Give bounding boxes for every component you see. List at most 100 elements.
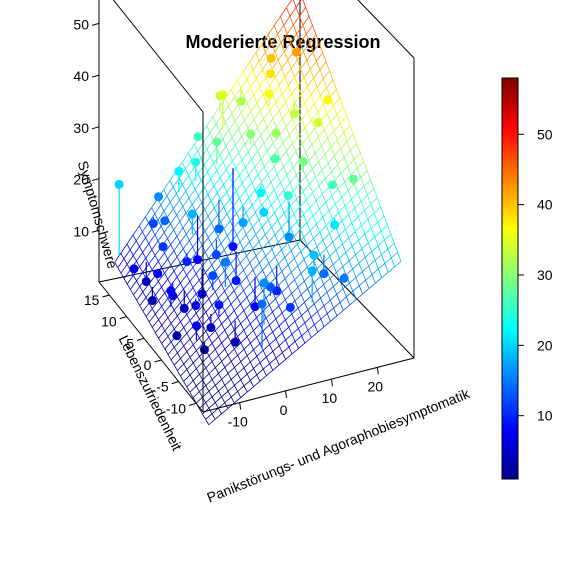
surface-gridline (163, 202, 171, 212)
data-point (259, 278, 269, 288)
surface-gridline (223, 198, 231, 208)
surface-gridline (271, 219, 279, 228)
surface-gridline (262, 363, 270, 370)
surface-gridline (195, 385, 200, 392)
surface-gridline (307, 282, 315, 289)
surface-gridline (262, 241, 269, 250)
surface-gridline (166, 195, 171, 203)
surface-gridline (307, 288, 312, 297)
surface-gridline (316, 239, 324, 247)
surface-gridline (291, 334, 296, 342)
surface-gridline (281, 85, 289, 95)
surface-gridline (224, 396, 232, 403)
surface-gridline (381, 271, 389, 279)
surface-gridline (177, 363, 184, 371)
surface-gridline (278, 299, 286, 307)
surface-gridline (330, 122, 335, 132)
data-point (238, 218, 248, 228)
surface-gridline (189, 357, 194, 364)
surface-gridline (274, 42, 282, 52)
surface-gridline (170, 223, 175, 231)
surface-gridline (288, 341, 296, 348)
surface-gridline (179, 262, 184, 270)
surface-gridline (192, 344, 197, 351)
surface-gridline (289, 175, 297, 184)
surface-gridline (185, 234, 190, 241)
surface-gridline (253, 362, 261, 369)
surface-gridline (343, 125, 351, 133)
surface-gridline (300, 294, 305, 303)
surface-gridline (315, 193, 323, 202)
surface-gridline (308, 184, 314, 193)
surface-gridline (192, 391, 200, 398)
surface-gridline (289, 159, 294, 168)
surface-gridline (284, 76, 289, 86)
surface-gridline (233, 262, 241, 271)
surface-gridline (309, 34, 317, 44)
surface-gridline (294, 258, 299, 267)
surface-gridline (294, 102, 299, 112)
surface-gridline (265, 291, 273, 299)
surface-gridline (381, 248, 389, 255)
surface-gridline (155, 313, 159, 320)
surface-gridline (323, 299, 331, 307)
z-tick-mark (91, 22, 100, 26)
surface-gridline (192, 373, 200, 381)
surface-gridline (145, 228, 153, 238)
surface-gridline (343, 150, 351, 158)
surface-gridline (305, 33, 311, 44)
x-tick-label: -10 (228, 414, 248, 430)
surface-gridline (265, 317, 270, 326)
surface-gridline (246, 78, 251, 88)
surface-gridline (266, 331, 273, 339)
surface-gridline (287, 264, 292, 273)
surface-gridline (313, 297, 321, 305)
surface-gridline (173, 321, 181, 330)
surface-gridline (243, 361, 251, 369)
surface-gridline (203, 164, 208, 173)
surface-gridline (315, 169, 323, 178)
surface-gridline (194, 180, 202, 190)
surface-gridline (182, 197, 190, 207)
surface-gridline (238, 152, 243, 161)
surface-gridline (275, 338, 280, 346)
surface-gridline (296, 33, 301, 43)
surface-gridline (218, 329, 226, 338)
surface-gridline (198, 230, 206, 240)
surface-gridline (243, 367, 248, 375)
surface-gridline (218, 367, 226, 374)
surface-gridline (307, 77, 314, 87)
surface-gridline (270, 204, 276, 213)
surface-gridline (213, 163, 218, 171)
surface-gridline (339, 302, 344, 311)
surface-gridline (368, 260, 376, 267)
surface-gridline (321, 193, 327, 203)
surface-gridline (117, 267, 122, 274)
surface-gridline (264, 158, 271, 167)
z-tick-label: 10 (73, 223, 89, 239)
surface-gridline (226, 160, 233, 170)
surface-gridline (132, 255, 137, 262)
surface-gridline (254, 166, 259, 175)
surface-gridline (337, 188, 343, 198)
surface-gridline (262, 85, 270, 95)
surface-gridline (161, 298, 169, 307)
surface-gridline (266, 126, 271, 136)
surface-gridline (293, 183, 301, 192)
surface-gridline (218, 310, 226, 318)
surface-gridline (341, 197, 346, 207)
surface-gridline (154, 294, 159, 301)
surface-gridline (342, 282, 350, 290)
surface-gridline (303, 230, 311, 238)
surface-gridline (274, 234, 279, 243)
surface-gridline (265, 227, 272, 235)
surface-gridline (318, 178, 326, 186)
surface-gridline (287, 76, 295, 86)
data-point (191, 301, 201, 311)
x-tick-mark (285, 390, 288, 398)
surface-gridline (189, 374, 194, 381)
surface-gridline (220, 243, 225, 251)
surface-gridline (224, 348, 229, 356)
surface-gridline (364, 234, 369, 244)
